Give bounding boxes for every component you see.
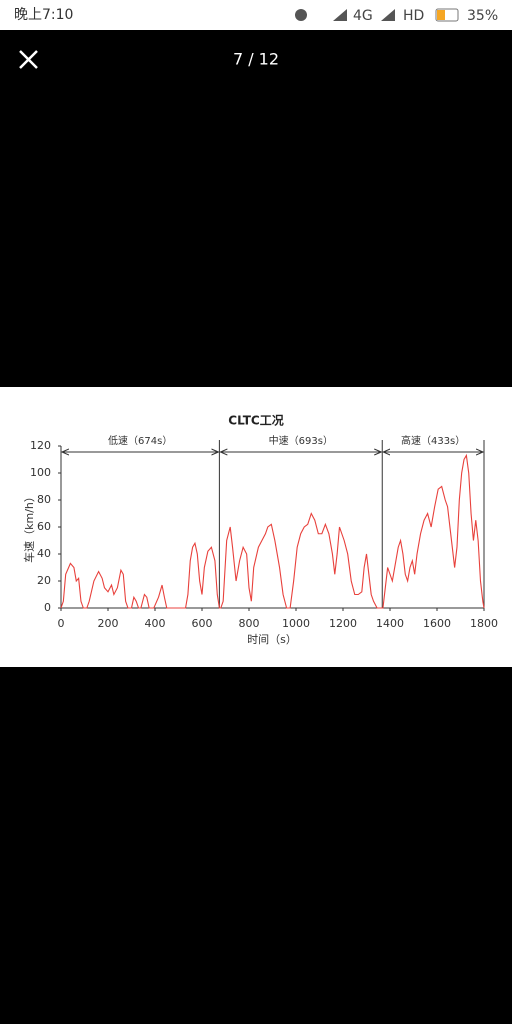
y-tick-label: 0 bbox=[44, 601, 51, 614]
y-tick-label: 60 bbox=[37, 520, 51, 533]
chart-title: CLTC工况 bbox=[228, 414, 283, 428]
page-counter: 7 / 12 bbox=[233, 50, 279, 69]
x-tick-label: 400 bbox=[145, 617, 166, 630]
network-label: 4G bbox=[353, 8, 373, 24]
y-tick-label: 80 bbox=[37, 493, 51, 506]
x-tick-label: 1200 bbox=[329, 617, 357, 630]
x-tick-label: 1000 bbox=[282, 617, 310, 630]
status-bar bbox=[0, 0, 512, 30]
signal-icon bbox=[381, 9, 395, 21]
x-tick-label: 600 bbox=[192, 617, 213, 630]
speed-line bbox=[60, 453, 485, 609]
y-tick-label: 40 bbox=[37, 547, 51, 560]
signal-icon bbox=[333, 9, 347, 21]
segment-label: 低速（674s） bbox=[108, 434, 172, 447]
x-tick-label: 200 bbox=[98, 617, 119, 630]
y-tick-label: 20 bbox=[37, 574, 51, 587]
battery-level bbox=[437, 10, 445, 20]
alarm-icon bbox=[295, 9, 307, 21]
x-axis-label: 时间（s） bbox=[247, 633, 297, 646]
battery-label: 35% bbox=[467, 8, 498, 24]
x-tick-label: 1600 bbox=[423, 617, 451, 630]
x-tick-label: 0 bbox=[58, 617, 65, 630]
segment-label: 高速（433s） bbox=[401, 434, 465, 447]
x-tick-label: 1800 bbox=[470, 617, 498, 630]
segment-label: 中速（693s） bbox=[269, 434, 333, 447]
y-tick-label: 100 bbox=[30, 466, 51, 479]
x-tick-label: 1400 bbox=[376, 617, 404, 630]
hd-label: HD bbox=[403, 8, 424, 24]
y-tick-label: 120 bbox=[30, 439, 51, 452]
battery-icon bbox=[435, 8, 459, 22]
image bbox=[0, 387, 512, 667]
close-button[interactable] bbox=[19, 50, 38, 69]
clock: 晚上7:10 bbox=[14, 7, 73, 23]
y-axis-label: 车速（km/h） bbox=[22, 491, 36, 563]
x-tick-label: 800 bbox=[239, 617, 260, 630]
